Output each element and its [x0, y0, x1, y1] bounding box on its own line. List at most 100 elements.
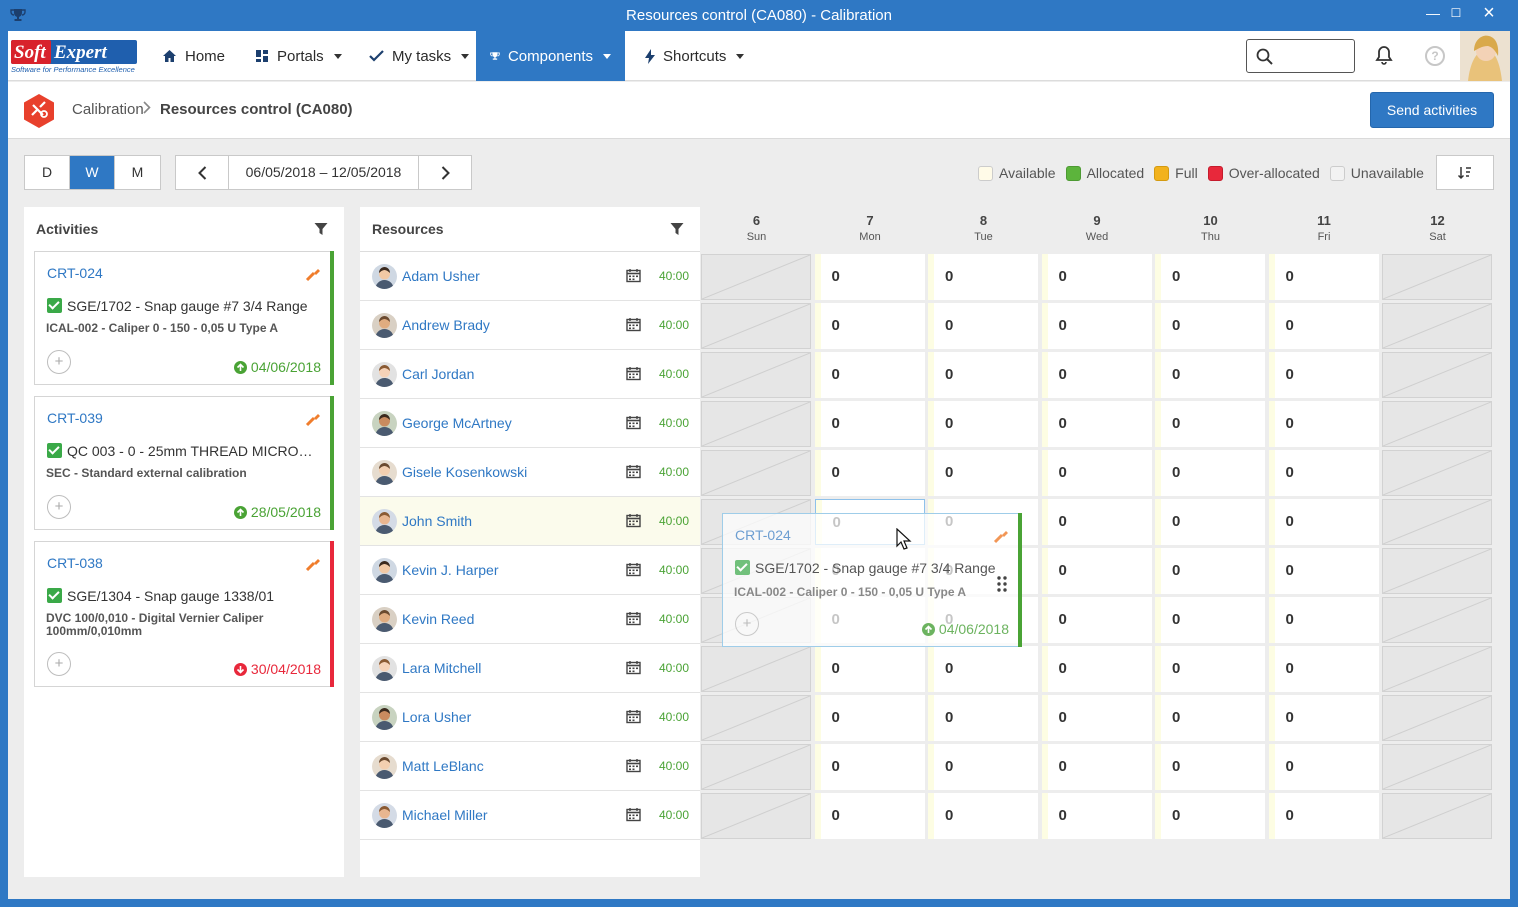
allocation-cell[interactable]: 0: [928, 793, 1038, 839]
allocation-cell[interactable]: 0: [1041, 254, 1152, 300]
bell-icon[interactable]: [1375, 45, 1393, 65]
resource-name[interactable]: Matt LeBlanc: [402, 758, 484, 774]
allocation-cell[interactable]: 0: [1268, 303, 1379, 349]
allocation-cell[interactable]: 0: [814, 695, 925, 741]
resource-name[interactable]: John Smith: [402, 513, 473, 529]
allocation-cell[interactable]: 0: [1155, 352, 1265, 398]
allocation-cell[interactable]: 0: [928, 303, 1038, 349]
allocation-cell[interactable]: 0: [1155, 254, 1265, 300]
calendar-icon[interactable]: [626, 758, 641, 773]
allocation-cell[interactable]: 0: [1041, 401, 1152, 447]
nav-my-tasks[interactable]: My tasks: [355, 31, 483, 81]
view-day-button[interactable]: D: [25, 156, 70, 189]
allocation-cell[interactable]: 0: [1041, 548, 1152, 594]
maximize-button[interactable]: ☐: [1450, 6, 1462, 20]
allocation-cell[interactable]: 0: [1268, 401, 1379, 447]
allocation-cell[interactable]: 0: [1268, 793, 1379, 839]
allocation-cell[interactable]: 0: [814, 450, 925, 496]
allocation-cell[interactable]: 0: [1155, 597, 1265, 643]
allocation-cell[interactable]: 0: [1268, 352, 1379, 398]
send-activities-button[interactable]: Send activities: [1370, 92, 1494, 128]
help-icon[interactable]: ?: [1425, 46, 1445, 66]
allocation-cell[interactable]: 0: [1268, 499, 1379, 545]
allocation-cell[interactable]: 0: [1041, 499, 1152, 545]
allocation-cell[interactable]: 0: [928, 744, 1038, 790]
allocation-cell[interactable]: 0: [1041, 744, 1152, 790]
calendar-icon[interactable]: [626, 611, 641, 626]
user-avatar[interactable]: [1460, 31, 1510, 81]
allocation-cell[interactable]: 0: [1155, 548, 1265, 594]
allocation-cell[interactable]: 0: [1155, 499, 1265, 545]
allocation-cell[interactable]: 0: [1155, 695, 1265, 741]
resource-name[interactable]: Carl Jordan: [402, 366, 475, 382]
nav-portals[interactable]: Portals: [241, 31, 356, 81]
allocation-cell[interactable]: 0: [814, 303, 925, 349]
allocation-cell[interactable]: 0: [1268, 450, 1379, 496]
view-month-button[interactable]: M: [131, 164, 144, 180]
allocation-cell[interactable]: 0: [1041, 450, 1152, 496]
resource-name[interactable]: Lora Usher: [402, 709, 472, 725]
resource-name[interactable]: Michael Miller: [402, 807, 488, 823]
drag-handle-icon[interactable]: [997, 576, 1007, 592]
calendar-icon[interactable]: [626, 268, 641, 283]
allocation-cell[interactable]: 0: [928, 695, 1038, 741]
nav-shortcuts[interactable]: Shortcuts: [631, 31, 758, 81]
add-button[interactable]: +: [47, 652, 71, 676]
allocation-cell[interactable]: 0: [1268, 548, 1379, 594]
view-week-button[interactable]: W: [70, 156, 115, 189]
allocation-cell[interactable]: 0: [1041, 352, 1152, 398]
calendar-icon[interactable]: [626, 366, 641, 381]
date-range-label[interactable]: 06/05/2018 – 12/05/2018: [229, 155, 418, 190]
sort-button[interactable]: [1436, 155, 1494, 190]
allocation-cell[interactable]: 0: [814, 254, 925, 300]
calendar-icon[interactable]: [626, 709, 641, 724]
dragged-activity-card[interactable]: CRT-024 SGE/1702 - Snap gauge #7 3/4 Ran…: [722, 513, 1022, 647]
activity-code[interactable]: CRT-024: [47, 265, 103, 281]
previous-week-button[interactable]: [175, 155, 229, 190]
allocation-cell[interactable]: 0: [1268, 744, 1379, 790]
allocation-cell[interactable]: 0: [1041, 695, 1152, 741]
allocation-cell[interactable]: 0: [1268, 254, 1379, 300]
calendar-icon[interactable]: [626, 513, 641, 528]
allocation-cell[interactable]: 0: [1155, 744, 1265, 790]
filter-icon[interactable]: [314, 222, 328, 236]
nav-home[interactable]: Home: [148, 31, 239, 81]
resource-name[interactable]: Adam Usher: [402, 268, 480, 284]
resource-name[interactable]: Kevin J. Harper: [402, 562, 499, 578]
resource-name[interactable]: Gisele Kosenkowski: [402, 464, 528, 480]
add-button[interactable]: +: [47, 350, 71, 374]
resource-name[interactable]: Andrew Brady: [402, 317, 490, 333]
allocation-cell[interactable]: 0: [1268, 695, 1379, 741]
resource-name[interactable]: Kevin Reed: [402, 611, 475, 627]
activity-card[interactable]: CRT-038 SGE/1304 - Snap gauge 1338/01 DVC …: [34, 541, 334, 687]
allocation-cell[interactable]: 0: [928, 254, 1038, 300]
next-week-button[interactable]: [418, 155, 472, 190]
nav-components[interactable]: Components: [476, 31, 625, 81]
close-button[interactable]: ×: [1483, 2, 1495, 24]
search-input[interactable]: [1279, 46, 1349, 66]
add-button[interactable]: +: [47, 495, 71, 519]
calendar-icon[interactable]: [626, 807, 641, 822]
activity-code[interactable]: CRT-039: [47, 410, 103, 426]
allocation-cell[interactable]: 0: [928, 646, 1038, 692]
allocation-cell[interactable]: 0: [1155, 303, 1265, 349]
allocation-cell[interactable]: 0: [1155, 401, 1265, 447]
allocation-cell[interactable]: 0: [1041, 303, 1152, 349]
calendar-icon[interactable]: [626, 464, 641, 479]
calendar-icon[interactable]: [626, 317, 641, 332]
filter-icon[interactable]: [670, 222, 684, 236]
activity-card[interactable]: CRT-024 SGE/1702 - Snap gauge #7 3/4 Rang…: [34, 251, 334, 385]
search-field[interactable]: [1246, 39, 1355, 73]
allocation-cell[interactable]: 0: [1155, 793, 1265, 839]
allocation-cell[interactable]: 0: [928, 352, 1038, 398]
allocation-cell[interactable]: 0: [1155, 450, 1265, 496]
add-button[interactable]: +: [735, 612, 759, 636]
allocation-cell[interactable]: 0: [814, 793, 925, 839]
minimize-button[interactable]: —: [1426, 5, 1440, 21]
allocation-cell[interactable]: 0: [814, 646, 925, 692]
calendar-icon[interactable]: [626, 415, 641, 430]
resource-name[interactable]: George McArtney: [402, 415, 512, 431]
allocation-cell[interactable]: 0: [814, 352, 925, 398]
allocation-cell[interactable]: 0: [1155, 646, 1265, 692]
allocation-cell[interactable]: 0: [814, 401, 925, 447]
